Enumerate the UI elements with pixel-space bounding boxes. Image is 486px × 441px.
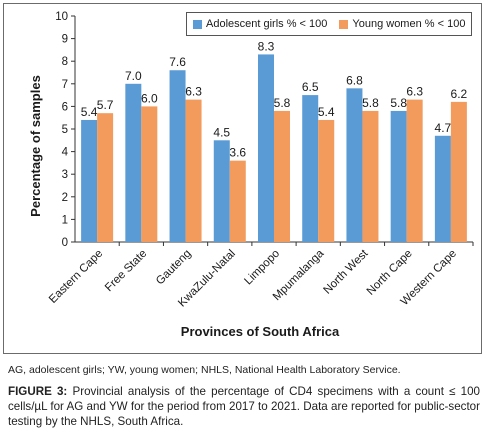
bar-value-label: 5.8 xyxy=(362,96,379,110)
legend-item-young-women: Young women % < 100 xyxy=(339,18,465,30)
bar-value-label: 5.4 xyxy=(318,105,335,119)
y-tick-label: 7 xyxy=(62,79,68,91)
y-tick-label: 3 xyxy=(62,169,68,181)
y-tick-label: 0 xyxy=(62,237,68,249)
legend-label: Young women % < 100 xyxy=(352,18,466,30)
bar-young-women xyxy=(141,106,158,243)
bar-adolescent-girls xyxy=(390,110,407,242)
bar-young-women xyxy=(362,110,379,242)
bar-value-label: 6.3 xyxy=(185,85,202,99)
x-tick-label: Free State xyxy=(103,248,149,294)
bar-adolescent-girls xyxy=(258,54,274,242)
bar-adolescent-girls xyxy=(434,135,451,242)
bar-value-label: 8.3 xyxy=(258,39,275,53)
bar-value-label: 7.6 xyxy=(169,55,186,69)
caption-label: FIGURE 3: xyxy=(8,385,68,398)
x-tick-label: Gauteng xyxy=(154,248,194,288)
y-tick-label: 2 xyxy=(62,192,68,204)
y-tick-label: 4 xyxy=(62,147,69,159)
bar-value-label: 4.5 xyxy=(213,125,230,139)
footnote: AG, adolescent girls; YW, young women; N… xyxy=(8,364,401,376)
bar-value-label: 6.8 xyxy=(346,73,363,87)
bar-adolescent-girls xyxy=(125,83,142,242)
bar-adolescent-girls xyxy=(81,119,98,242)
bar-young-women xyxy=(406,99,423,243)
y-tick-label: 8 xyxy=(62,56,68,68)
legend-label: Adolescent girls % < 100 xyxy=(206,18,328,30)
caption-text: Provincial analysis of the percentage of… xyxy=(8,385,480,428)
bar-young-women xyxy=(318,119,335,242)
legend-swatch-orange xyxy=(339,19,349,29)
bar-value-label: 6.3 xyxy=(406,85,423,99)
bar-adolescent-girls xyxy=(213,140,230,242)
y-tick-label: 9 xyxy=(62,34,68,46)
figure-caption: FIGURE 3: Provincial analysis of the per… xyxy=(8,384,480,429)
chart-frame: 0 1 2 3 4 5 6 7 8 9 10 Eastern Cape Free State Gaute… xyxy=(3,3,482,354)
bar-value-label: 6.2 xyxy=(451,87,468,101)
y-tick-label: 6 xyxy=(62,101,68,113)
bar-adolescent-girls xyxy=(346,88,363,242)
x-tick-label: Limpopo xyxy=(242,248,282,288)
y-axis: 0 1 2 3 4 5 6 7 8 9 10 xyxy=(55,11,76,249)
bar-value-label: 5.8 xyxy=(390,96,407,110)
bar-value-label: 7.0 xyxy=(125,69,142,83)
bar-value-label: 6.5 xyxy=(302,80,319,94)
bar-young-women xyxy=(97,113,114,243)
bar-young-women xyxy=(274,110,290,242)
x-tick-label: Eastern Cape xyxy=(47,248,105,306)
bar-young-women xyxy=(185,99,202,243)
bar-value-label: 6.0 xyxy=(141,91,158,105)
y-tick-label: 1 xyxy=(62,214,68,226)
bar-value-label: 4.7 xyxy=(435,121,452,135)
legend-item-adolescent-girls: Adolescent girls % < 100 xyxy=(193,18,327,30)
y-tick-label: 5 xyxy=(62,124,68,136)
bar-value-label: 3.6 xyxy=(229,146,246,160)
bar-young-women xyxy=(229,160,246,242)
bar-value-label: 5.7 xyxy=(97,98,114,112)
y-tick-label: 10 xyxy=(55,11,68,23)
bar-adolescent-girls xyxy=(169,70,186,243)
legend: Adolescent girls % < 100 Young women % <… xyxy=(186,12,473,36)
bar-value-label: 5.8 xyxy=(274,96,291,110)
bar-value-label: 5.4 xyxy=(81,105,98,119)
bar-young-women xyxy=(450,101,467,242)
bar-adolescent-girls xyxy=(302,95,319,242)
y-axis-title: Percentage of samples xyxy=(28,75,43,217)
x-axis-title: Provinces of South Africa xyxy=(181,324,340,339)
legend-swatch-blue xyxy=(193,19,202,29)
bars: 5.4 5.77.06.07.66.34.53.68.35.86.55.46.85… xyxy=(81,39,468,243)
